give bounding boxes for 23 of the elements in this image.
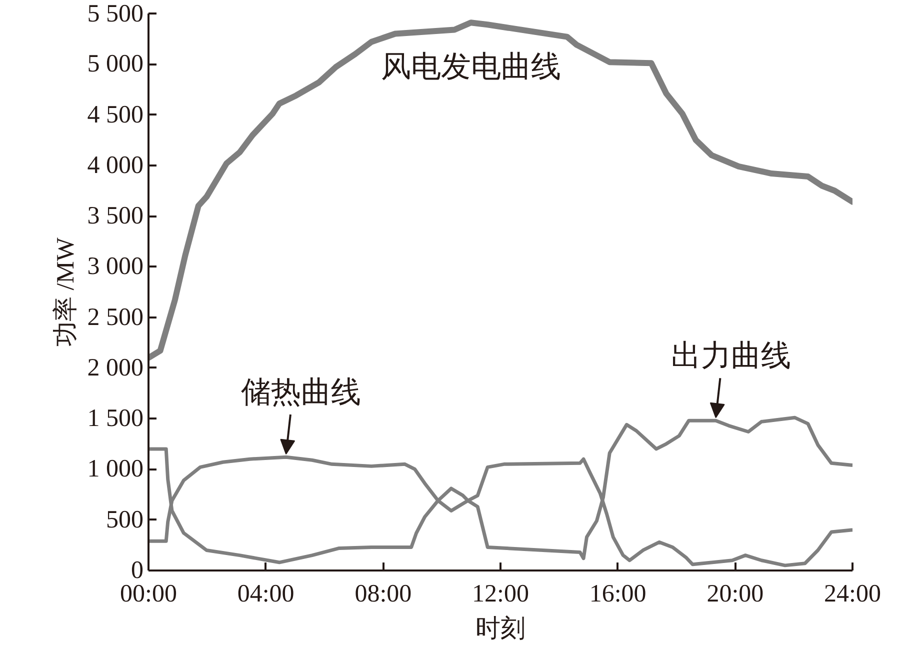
x-tick-label: 12:00 [472,580,529,608]
x-tick-label: 20:00 [706,580,764,608]
annotation: 储热曲线 [241,376,362,410]
y-tick-label: 3 000 [87,253,144,280]
line-series [148,416,852,564]
y-tick-label: 4 000 [87,152,144,179]
x-tick-label: 24:00 [824,580,881,608]
y-tick-label: 3 500 [87,202,144,230]
y-tick-label: 2 000 [87,354,144,382]
x-axis-title: 时刻 [476,614,526,642]
x-tick-label: 16:00 [589,580,646,608]
y-tick-label: 1 500 [87,405,144,432]
annotation: 出力曲线 [670,340,791,373]
series-label: 风电发电曲线 [380,50,561,84]
x-tick-label: 04:00 [237,580,294,608]
y-tick-label: 2 500 [87,304,144,331]
y-tick-label: 4 500 [87,101,144,128]
x-tick-label: 08:00 [354,580,412,608]
y-tick-label: 5 000 [87,50,144,78]
y-axis-title: 功率 /MW [51,237,80,347]
y-tick-label: 500 [106,506,144,534]
y-tick-label: 1 000 [87,456,144,483]
y-tick-label: 5 500 [87,0,144,28]
